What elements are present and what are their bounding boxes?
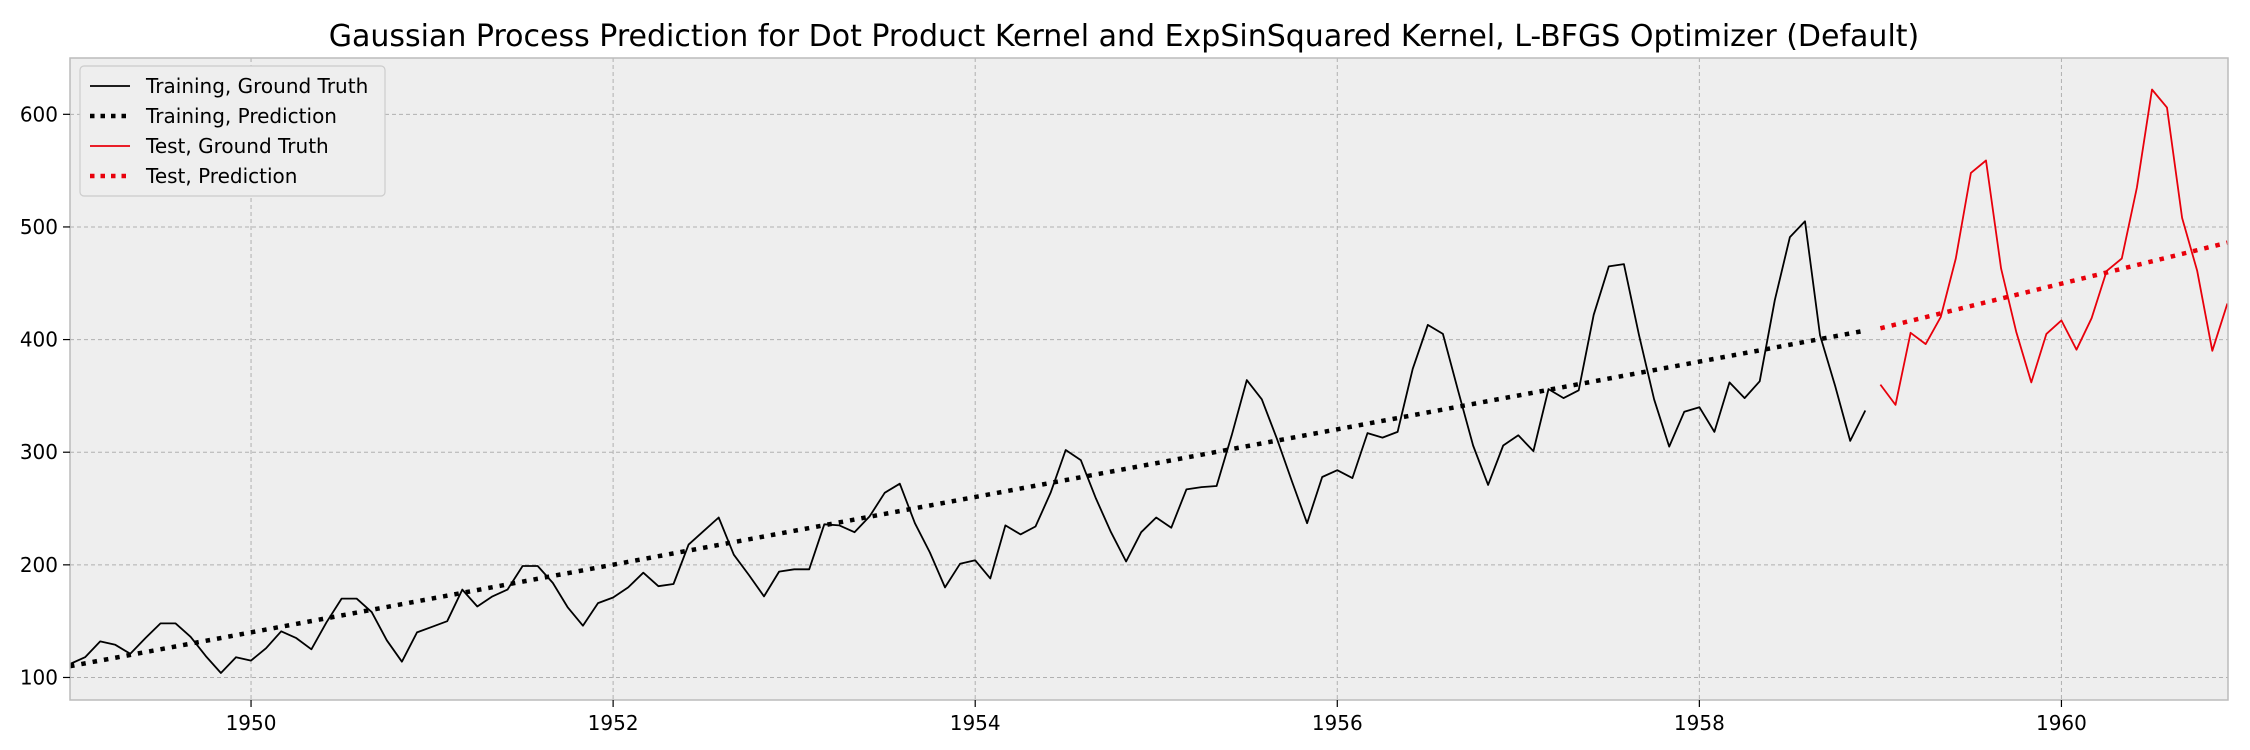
chart-title: Gaussian Process Prediction for Dot Prod… — [329, 19, 1920, 54]
y-tick-label: 400 — [20, 328, 58, 352]
y-tick-label: 600 — [20, 102, 58, 126]
plot-area — [70, 58, 2228, 700]
y-axis: 100 200 300 400 500 600 — [20, 102, 70, 689]
grid — [70, 58, 2228, 700]
x-tick-label: 1958 — [1674, 711, 1725, 735]
y-tick-label: 500 — [20, 215, 58, 239]
x-tick-label: 1950 — [226, 711, 277, 735]
series-line-4 — [1879, 240, 2229, 331]
series-layer — [69, 88, 2229, 674]
x-axis: 1950 1952 1954 1956 1958 1960 — [226, 700, 2087, 735]
x-tick-label: 1954 — [950, 711, 1001, 735]
x-tick-label: 1960 — [2036, 711, 2087, 735]
legend-label: Test, Prediction — [145, 164, 297, 188]
legend-label: Training, Ground Truth — [145, 74, 368, 98]
legend-label: Test, Ground Truth — [145, 134, 329, 158]
series-line-3 — [1879, 88, 2229, 406]
x-tick-label: 1956 — [1312, 711, 1363, 735]
series-line-2 — [69, 328, 1866, 669]
legend-box — [79, 65, 386, 197]
y-tick-label: 300 — [20, 440, 58, 464]
y-tick-label: 100 — [20, 665, 58, 689]
legend-label: Training, Prediction — [145, 104, 337, 128]
y-tick-label: 200 — [20, 553, 58, 577]
plot-frame — [69, 57, 2229, 701]
legend: Training, Ground Truth Training, Predicti… — [79, 65, 386, 197]
series-line-1 — [69, 220, 1867, 674]
x-tick-label: 1952 — [588, 711, 639, 735]
